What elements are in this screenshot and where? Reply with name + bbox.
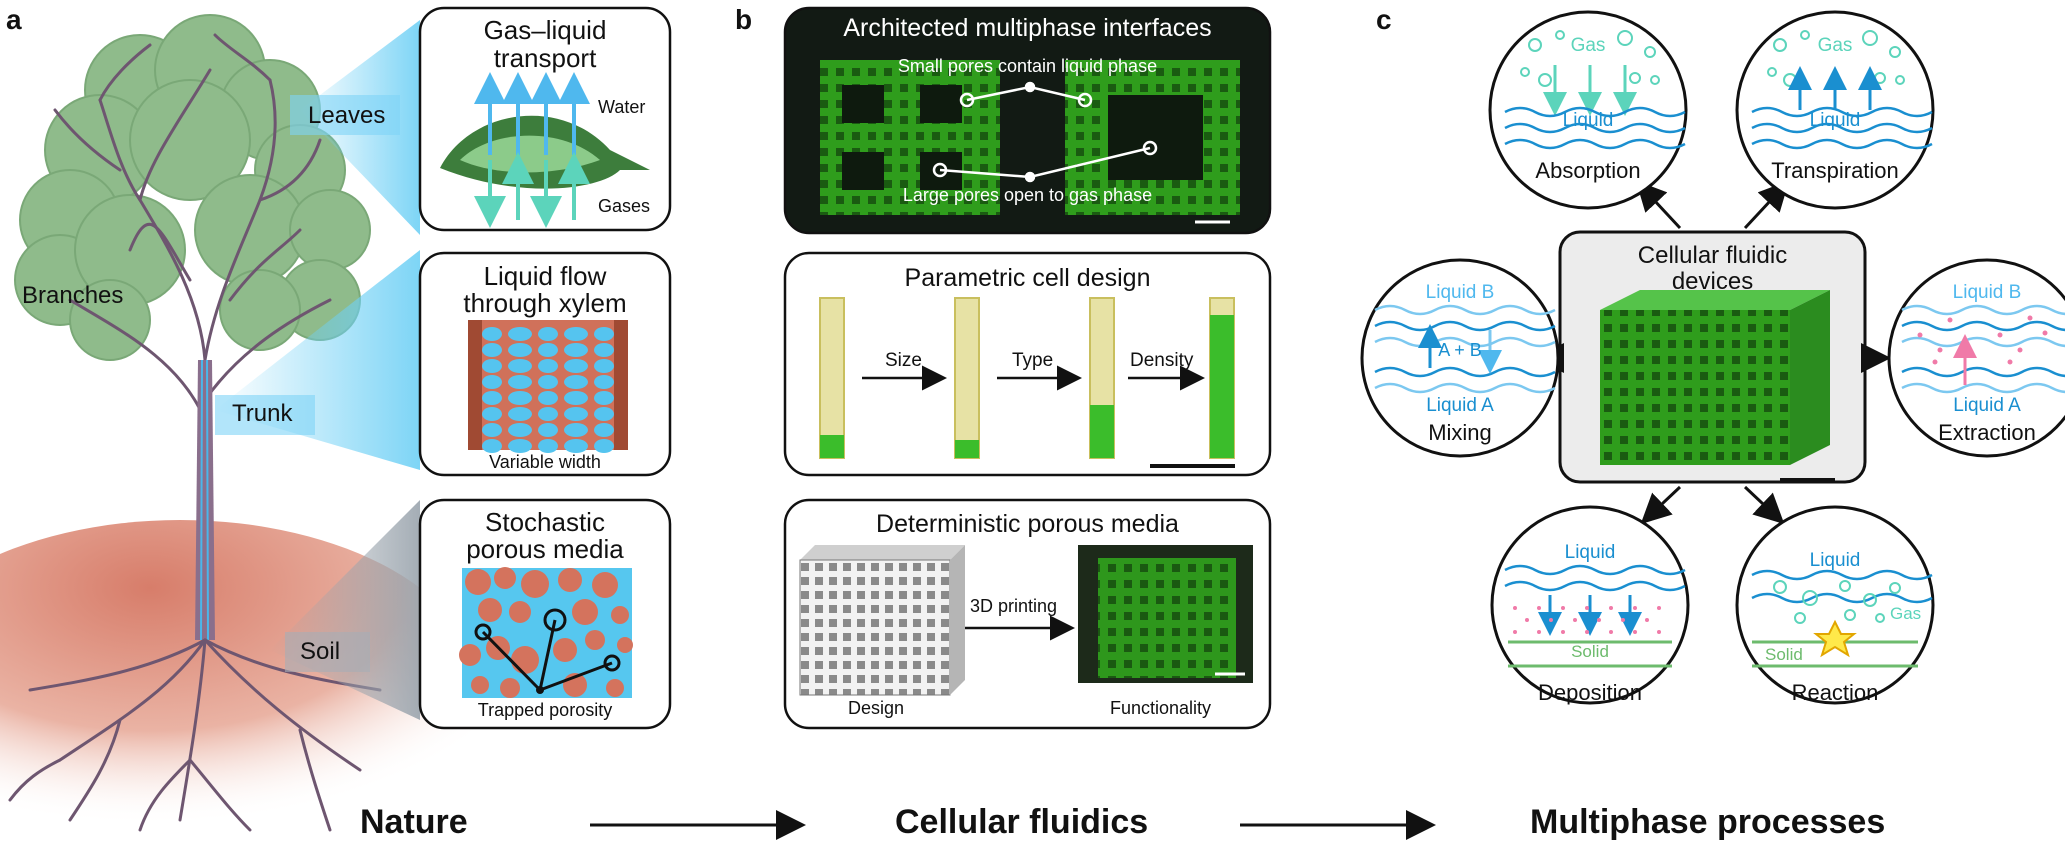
water-arrows [474, 72, 590, 155]
cube-device [1600, 290, 1835, 482]
reaction-solid-label: Solid [1765, 645, 1803, 664]
parametric-columns [819, 297, 1235, 459]
deposition-solid-label: Solid [1571, 642, 1609, 661]
pore-annotation-lines [932, 81, 1158, 183]
mixing-label: Mixing [1428, 420, 1492, 445]
gases-label: Gases [598, 196, 651, 216]
reaction-circle [1735, 505, 1935, 705]
extraction-label: Extraction [1938, 420, 2036, 445]
extraction-circle [1887, 258, 2065, 458]
gas-arrows [474, 152, 590, 228]
variable-width-caption: Variable width [489, 452, 601, 472]
panel-letter-a: a [6, 4, 22, 35]
design-render [799, 545, 965, 696]
deposition-liquid-label: Liquid [1564, 542, 1616, 563]
printing-arrow-label: 3D printing [970, 596, 1058, 616]
water-label: Water [598, 97, 646, 117]
extraction-liquid-b-label: Liquid B [1952, 282, 2022, 303]
transpiration-label: Transpiration [1771, 158, 1899, 183]
panel-letter-c: c [1376, 4, 1392, 35]
transpiration-liquid-label: Liquid [1809, 110, 1861, 131]
deposition-label: Deposition [1538, 680, 1642, 705]
multiphase-photo [820, 60, 1240, 224]
absorption-gas-label: Gas [1570, 35, 1606, 56]
mixing-liquid-b-label: Liquid B [1425, 282, 1495, 303]
functionality-photo [1078, 545, 1253, 683]
multiphase-processes-label: Multiphase processes [1530, 803, 1886, 841]
xylem-illustration [468, 320, 628, 453]
design-caption: Design [848, 698, 905, 718]
transpiration-gas-label: Gas [1817, 35, 1853, 56]
porous-illustration [459, 567, 633, 698]
nature-label: Nature [360, 803, 468, 841]
small-pores-annotation: Small pores contain liquid phase [897, 56, 1158, 76]
reaction-gas-label: Gas [1890, 604, 1922, 623]
reaction-illustration [1751, 569, 1933, 668]
multiphase-title: Architected multiphase interfaces [843, 14, 1212, 42]
size-step-label: Size [885, 350, 922, 371]
extraction-illustration [1901, 304, 2065, 394]
density-step-label: Density [1130, 350, 1194, 371]
absorption-label: Absorption [1535, 158, 1641, 183]
center-title-line1: Cellular fluidic [1637, 242, 1788, 269]
functionality-caption: Functionality [1110, 698, 1212, 718]
center-title-line2: devices [1671, 268, 1754, 295]
parametric-box [783, 251, 1272, 477]
deterministic-title: Deterministic porous media [876, 510, 1179, 538]
cellular-fluidics-label: Cellular fluidics [895, 803, 1149, 841]
xylem-title-line1: Liquid flow [483, 261, 607, 291]
mixing-illustration [1374, 304, 1556, 394]
transpiration-illustration [1751, 30, 1933, 150]
tree-trunk [195, 359, 215, 641]
leaves-label: Leaves [308, 102, 386, 129]
extraction-liquid-a-label: Liquid A [1953, 395, 2021, 416]
porous-title-line1: Stochastic [485, 507, 605, 537]
panel-letter-b: b [735, 4, 753, 35]
reaction-liquid-label: Liquid [1809, 550, 1861, 571]
mixing-liquid-a-label: Liquid A [1426, 395, 1494, 416]
deposition-illustration [1504, 564, 1686, 668]
branches-label: Branches [22, 282, 124, 309]
large-pores-annotation: Large pores open to gas phase [902, 185, 1153, 205]
absorption-liquid-label: Liquid [1562, 110, 1614, 131]
leaves-label-bg [290, 95, 400, 135]
trapped-porosity-caption: Trapped porosity [477, 700, 613, 720]
parametric-title: Parametric cell design [904, 264, 1151, 292]
soil-label-bg [285, 632, 370, 672]
gas-liquid-title-line2: transport [493, 43, 597, 73]
mixing-ab-label: A + B [1438, 340, 1482, 360]
gas-liquid-title-line1: Gas–liquid [483, 15, 607, 45]
soil-label: Soil [300, 638, 341, 665]
trunk-label-bg [215, 395, 315, 435]
type-step-label: Type [1012, 350, 1054, 371]
mixing-circle [1360, 258, 1560, 458]
reaction-label: Reaction [1791, 680, 1879, 705]
xylem-title-line2: through xylem [463, 288, 627, 318]
trunk-label: Trunk [232, 400, 293, 427]
tree-branches [53, 33, 332, 622]
porous-title-line2: porous media [466, 534, 624, 564]
absorption-illustration [1504, 30, 1686, 150]
tree-canopy [14, 14, 371, 361]
